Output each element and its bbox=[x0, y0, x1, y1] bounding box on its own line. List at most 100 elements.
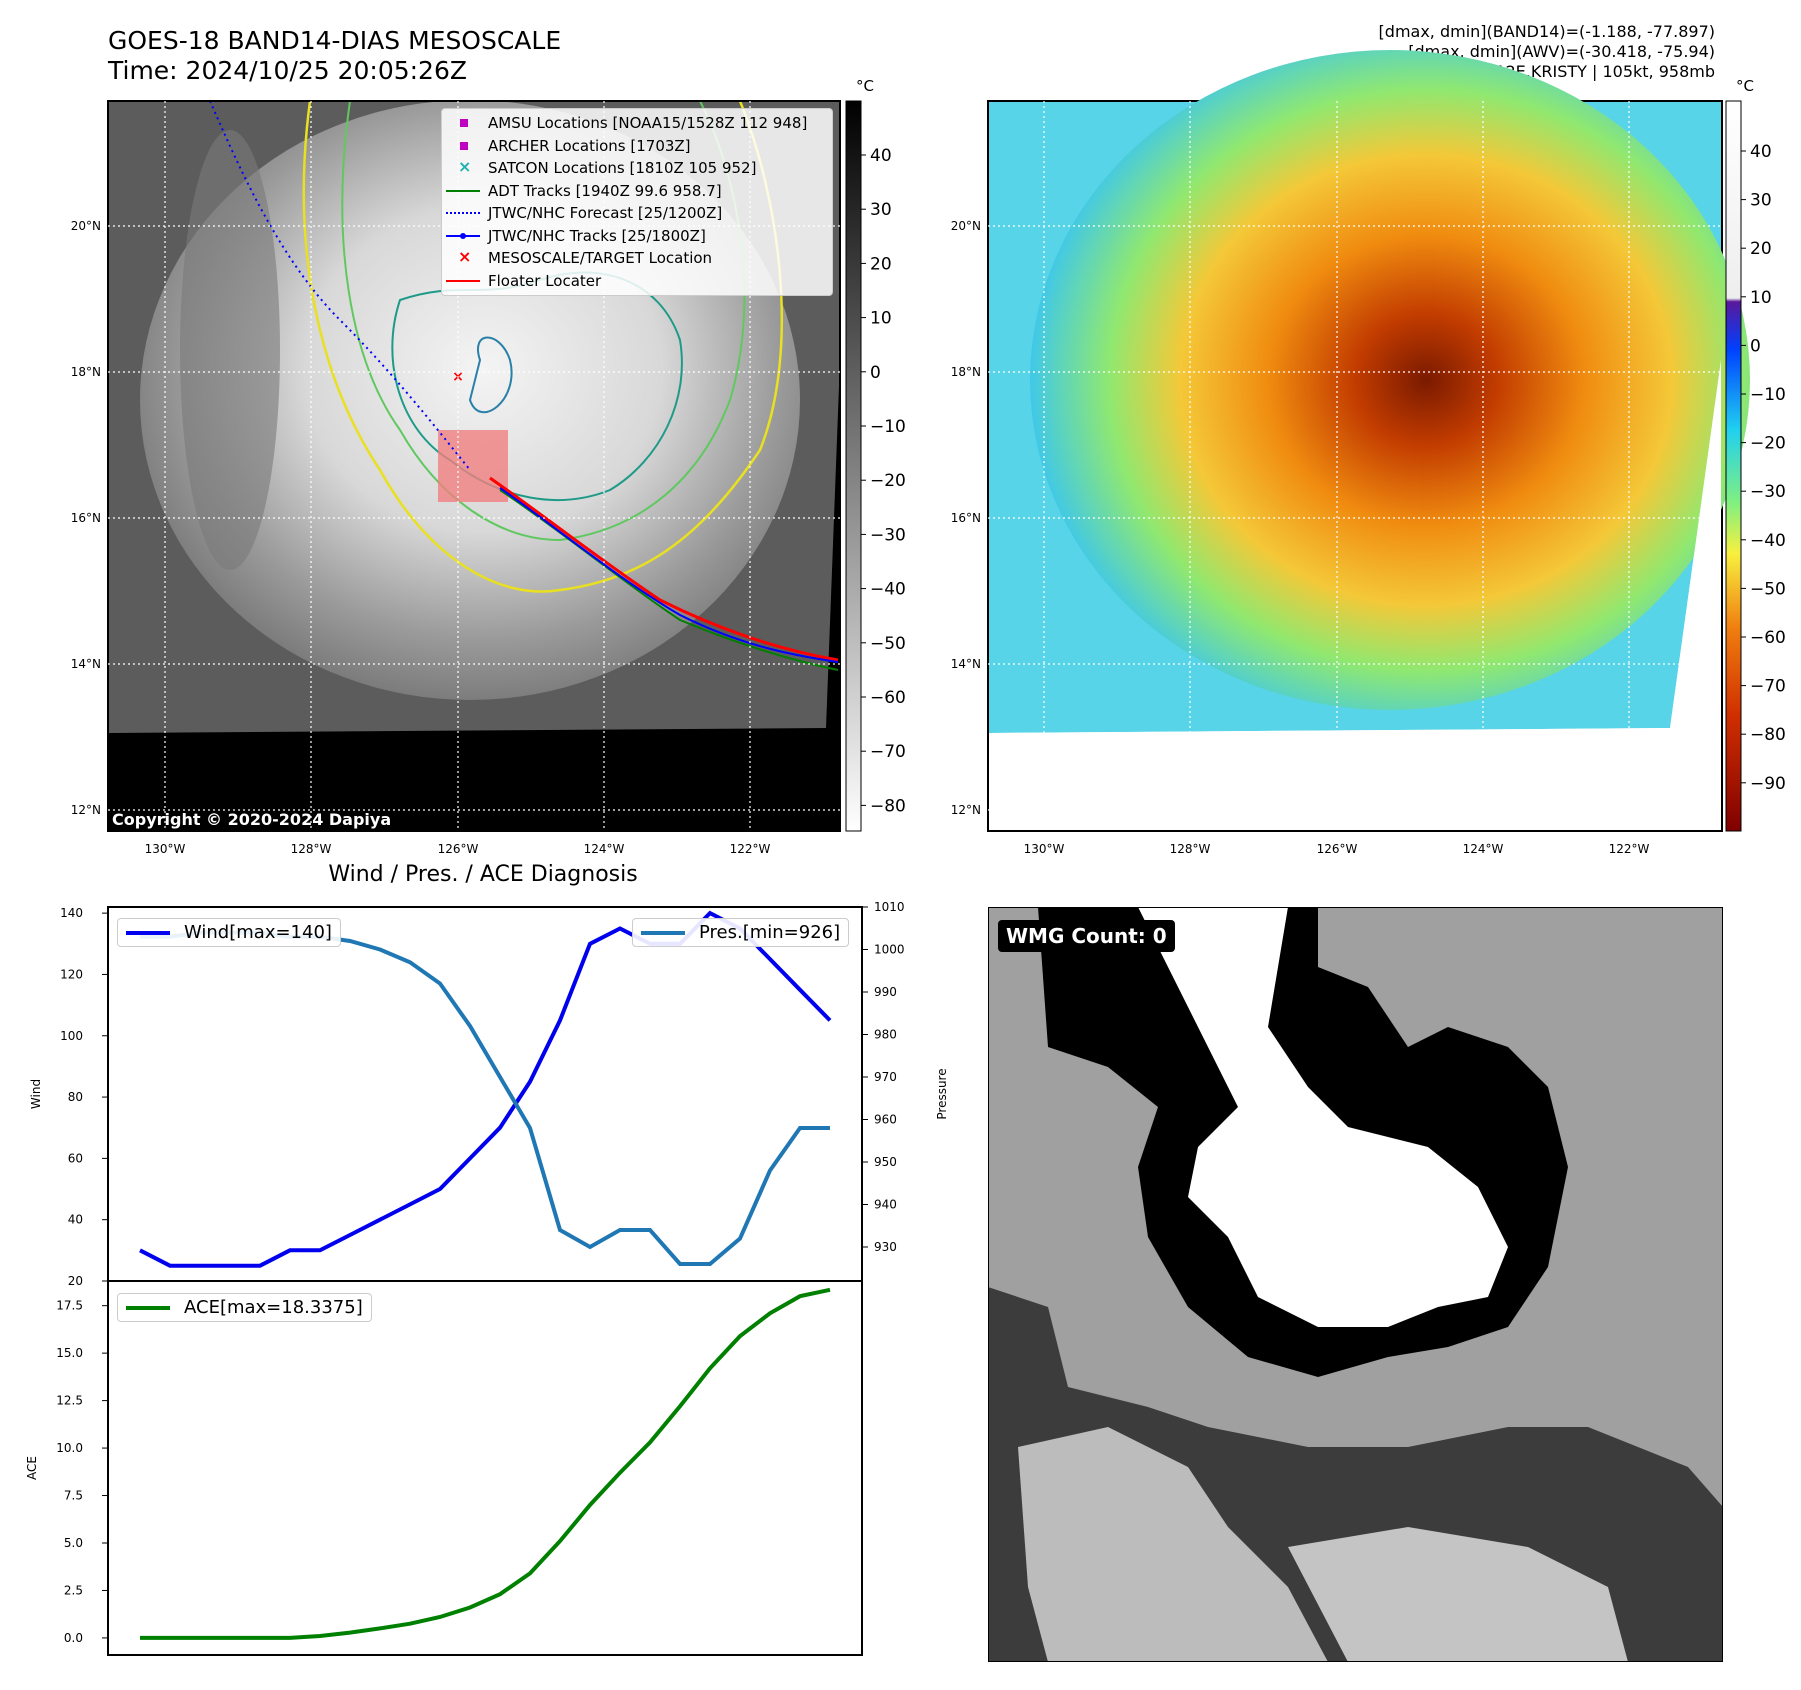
lon-tick-label: 126°W bbox=[438, 842, 479, 856]
colorbar-tick-label: 40 bbox=[1750, 142, 1772, 162]
wind-tick-label: 140 bbox=[60, 906, 83, 920]
colorbar-tick-label: −50 bbox=[870, 634, 906, 654]
diagnosis-chart: 140 120 100 80 60 40 20 1010 1000 990 980 970 960 95… bbox=[25, 900, 949, 1656]
wind-line-icon bbox=[126, 930, 170, 935]
legend-amsu-label: AMSU Locations [NOAA15/1528Z 112 948] bbox=[488, 114, 808, 133]
colorbar-tick-label: 30 bbox=[870, 200, 892, 220]
diagnosis-title: Wind / Pres. / ACE Diagnosis bbox=[328, 862, 638, 887]
dotted-line-icon bbox=[446, 212, 480, 215]
line-marker-icon bbox=[446, 279, 480, 282]
info-band14-range: [dmax, dmin](BAND14)=(-1.188, -77.897) bbox=[1378, 22, 1715, 41]
wind-legend: Wind[max=140] bbox=[117, 918, 341, 947]
lat-tick-label: 14°N bbox=[951, 657, 981, 671]
wind-legend-label: Wind[max=140] bbox=[184, 922, 332, 943]
awv-lon-labels: 130°W 128°W 126°W 124°W 122°W bbox=[1024, 842, 1650, 856]
ir-legend: AMSU Locations [NOAA15/1528Z 112 948] AR… bbox=[441, 108, 833, 296]
ace-ticks: 17.5 15.0 12.5 10.0 7.5 5.0 2.5 0.0 bbox=[56, 1299, 108, 1645]
ace-tick-label: 0.0 bbox=[64, 1631, 83, 1645]
wind-tick-label: 80 bbox=[68, 1090, 83, 1104]
square-marker-icon bbox=[460, 141, 468, 150]
ace-legend-label: ACE[max=18.3375] bbox=[184, 1297, 363, 1318]
wmg-white-region bbox=[1138, 907, 1508, 1327]
lon-tick-label: 130°W bbox=[1024, 842, 1065, 856]
colorbar-tick-label: −70 bbox=[870, 742, 906, 762]
legend-adt: ADT Tracks [1940Z 99.6 958.7] bbox=[442, 180, 832, 203]
legend-target-label: MESOSCALE/TARGET Location bbox=[488, 249, 713, 268]
colorbar-tick-label: −80 bbox=[1750, 725, 1786, 745]
ace-tick-label: 2.5 bbox=[64, 1583, 83, 1597]
lon-tick-label: 128°W bbox=[291, 842, 332, 856]
ir-map-panel: × 20°N 18°N 16°N 14°N 12°N 130°W 128°W 126°W 12… bbox=[71, 50, 1786, 856]
legend-target: × MESOSCALE/TARGET Location bbox=[442, 247, 832, 270]
pressure-tick-label: 1000 bbox=[874, 943, 905, 957]
wind-pres-axes bbox=[107, 906, 863, 1282]
pressure-axis-label: Pressure bbox=[935, 1068, 949, 1119]
ir-map-frame bbox=[107, 100, 841, 832]
ace-tick-label: 7.5 bbox=[64, 1489, 83, 1503]
colorbar-tick-label: 0 bbox=[1750, 336, 1761, 356]
colorbar-tick-label: −20 bbox=[870, 471, 906, 491]
legend-forecast: JTWC/NHC Forecast [25/1200Z] bbox=[442, 202, 832, 225]
awv-lat-labels: 20°N 18°N 16°N 14°N 12°N bbox=[951, 219, 981, 817]
wind-tick-label: 20 bbox=[68, 1274, 83, 1288]
x-marker-icon: × bbox=[458, 157, 472, 177]
ace-axes bbox=[107, 1280, 863, 1656]
pressure-line-icon bbox=[641, 930, 685, 935]
colorbar-tick-label: −90 bbox=[1750, 774, 1786, 794]
title-line-time: Time: 2024/10/25 20:05:26Z bbox=[108, 56, 467, 85]
legend-forecast-label: JTWC/NHC Forecast [25/1200Z] bbox=[488, 204, 723, 223]
ace-tick-label: 12.5 bbox=[56, 1394, 83, 1408]
pressure-tick-label: 1010 bbox=[874, 900, 905, 914]
line-marker-icon bbox=[446, 189, 480, 192]
lat-tick-label: 18°N bbox=[71, 365, 101, 379]
colorbar-tick-label: −30 bbox=[870, 525, 906, 545]
ir-colorbar bbox=[845, 100, 862, 832]
pressure-tick-label: 980 bbox=[874, 1028, 897, 1042]
lat-tick-label: 12°N bbox=[951, 803, 981, 817]
info-storm-intensity: 12E.KRISTY | 105kt, 958mb bbox=[1495, 62, 1715, 81]
pressure-tick-label: 970 bbox=[874, 1070, 897, 1084]
wind-tick-label: 100 bbox=[60, 1029, 83, 1043]
lon-tick-label: 126°W bbox=[1317, 842, 1358, 856]
colorbar-tick-label: −20 bbox=[1750, 434, 1786, 454]
pressure-series-line bbox=[140, 930, 830, 1266]
lat-tick-label: 20°N bbox=[951, 219, 981, 233]
colorbar-tick-label: −30 bbox=[1750, 482, 1786, 502]
pressure-tick-label: 940 bbox=[874, 1198, 897, 1212]
ace-line-icon bbox=[126, 1305, 170, 1310]
square-marker-icon bbox=[460, 119, 468, 128]
legend-amsu: AMSU Locations [NOAA15/1528Z 112 948] bbox=[442, 112, 832, 135]
lat-tick-label: 16°N bbox=[951, 511, 981, 525]
awv-colorbar-ticks: 40 30 20 10 0 −10 −20 −30 −40 −50 −60 −70 −80 −90 bbox=[1741, 142, 1786, 794]
ir-lon-labels: 130°W 128°W 126°W 124°W 122°W bbox=[145, 842, 771, 856]
legend-satcon: × SATCON Locations [1810Z 105 952] bbox=[442, 157, 832, 180]
pressure-tick-label: 930 bbox=[874, 1240, 897, 1254]
wmg-light-region bbox=[1018, 1427, 1328, 1662]
pressure-tick-label: 960 bbox=[874, 1113, 897, 1127]
colorbar-tick-label: −60 bbox=[1750, 628, 1786, 648]
colorbar-tick-label: −10 bbox=[1750, 385, 1786, 405]
colorbar-tick-label: −60 bbox=[870, 688, 906, 708]
colorbar-tick-label: 10 bbox=[870, 309, 892, 329]
legend-archer: ARCHER Locations [1703Z] bbox=[442, 135, 832, 158]
awv-blank-region bbox=[989, 360, 1721, 830]
colorbar-tick-label: 0 bbox=[870, 363, 881, 383]
colorbar-tick-label: −80 bbox=[870, 796, 906, 816]
ace-legend: ACE[max=18.3375] bbox=[117, 1293, 372, 1322]
lon-tick-label: 124°W bbox=[1463, 842, 1504, 856]
lat-tick-label: 12°N bbox=[71, 803, 101, 817]
ir-lat-labels: 20°N 18°N 16°N 14°N 12°N bbox=[71, 219, 101, 817]
ace-tick-label: 15.0 bbox=[56, 1346, 83, 1360]
legend-floater-label: Floater Locater bbox=[488, 271, 602, 290]
lon-tick-label: 122°W bbox=[730, 842, 771, 856]
legend-jtwc: JTWC/NHC Tracks [25/1800Z] bbox=[442, 225, 832, 248]
wmg-panel bbox=[988, 907, 1723, 1662]
ir-contour-blue bbox=[468, 336, 513, 414]
ir-cloud-band bbox=[180, 130, 280, 570]
wind-axis-label: Wind bbox=[29, 1079, 43, 1109]
wind-tick-label: 40 bbox=[68, 1213, 83, 1227]
floater-track bbox=[489, 476, 839, 662]
wind-series-line bbox=[139, 910, 832, 1268]
ace-tick-label: 5.0 bbox=[64, 1536, 83, 1550]
wind-tick-label: 60 bbox=[68, 1151, 83, 1165]
